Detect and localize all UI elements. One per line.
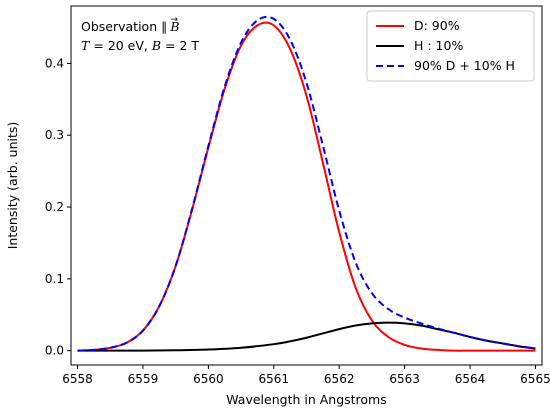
y-tick-label: 0.1 — [45, 272, 64, 286]
x-tick-label: 6558 — [62, 372, 93, 386]
y-tick-label: 0.3 — [45, 128, 64, 142]
y-tick-label: 0.4 — [45, 56, 64, 70]
y-tick-label: 0.0 — [45, 344, 64, 358]
vector-arrow-icon: → — [170, 15, 178, 25]
legend-frame — [366, 10, 535, 82]
x-axis-ticks: 6558 6559 6560 6561 6562 6563 6564 6565 — [62, 365, 550, 386]
legend-label-d-90: D: 90% — [414, 18, 460, 33]
plot-area-frame — [70, 5, 543, 366]
annotation-line-1: Observation ∥ B — [81, 19, 180, 34]
x-tick-label: 6564 — [455, 372, 486, 386]
x-tick-label: 6563 — [389, 372, 420, 386]
series-line-90-d-10-h — [77, 15, 536, 352]
legend: D: 90% H : 10% 90% D + 10% H — [366, 10, 535, 82]
x-tick-label: 6562 — [324, 372, 355, 386]
annotation-b-vector-symbol: B — [169, 19, 179, 34]
x-axis-title: Wavelength in Angstroms — [226, 392, 387, 407]
annotation-b-value: = 2 T — [161, 38, 199, 53]
annotation-b-symbol: B — [151, 38, 161, 53]
x-tick-label: 6565 — [520, 372, 550, 386]
x-tick-label: 6559 — [128, 372, 159, 386]
annotation-box: Observation ∥ B → T = 20 eV, B = 2 T — [81, 15, 199, 53]
legend-entries: D: 90% H : 10% 90% D + 10% H — [376, 18, 515, 73]
annotation-t-value: = 20 eV, — [89, 38, 152, 53]
annotation-line-2: T = 20 eV, B = 2 T — [81, 38, 199, 53]
y-axis-title: Intensity (arb. units) — [5, 122, 20, 250]
x-tick-label: 6560 — [193, 372, 224, 386]
legend-label-h-10: H : 10% — [414, 38, 463, 53]
y-axis-ticks: 0.0 0.1 0.2 0.3 0.4 — [45, 56, 71, 358]
x-tick-label: 6561 — [259, 372, 290, 386]
annotation-observation-text: Observation ∥ — [81, 19, 167, 34]
series-lines — [77, 15, 536, 352]
annotation-t-symbol: T — [81, 38, 91, 53]
legend-label-90-d-10-h: 90% D + 10% H — [414, 58, 515, 73]
y-tick-label: 0.2 — [45, 200, 64, 214]
